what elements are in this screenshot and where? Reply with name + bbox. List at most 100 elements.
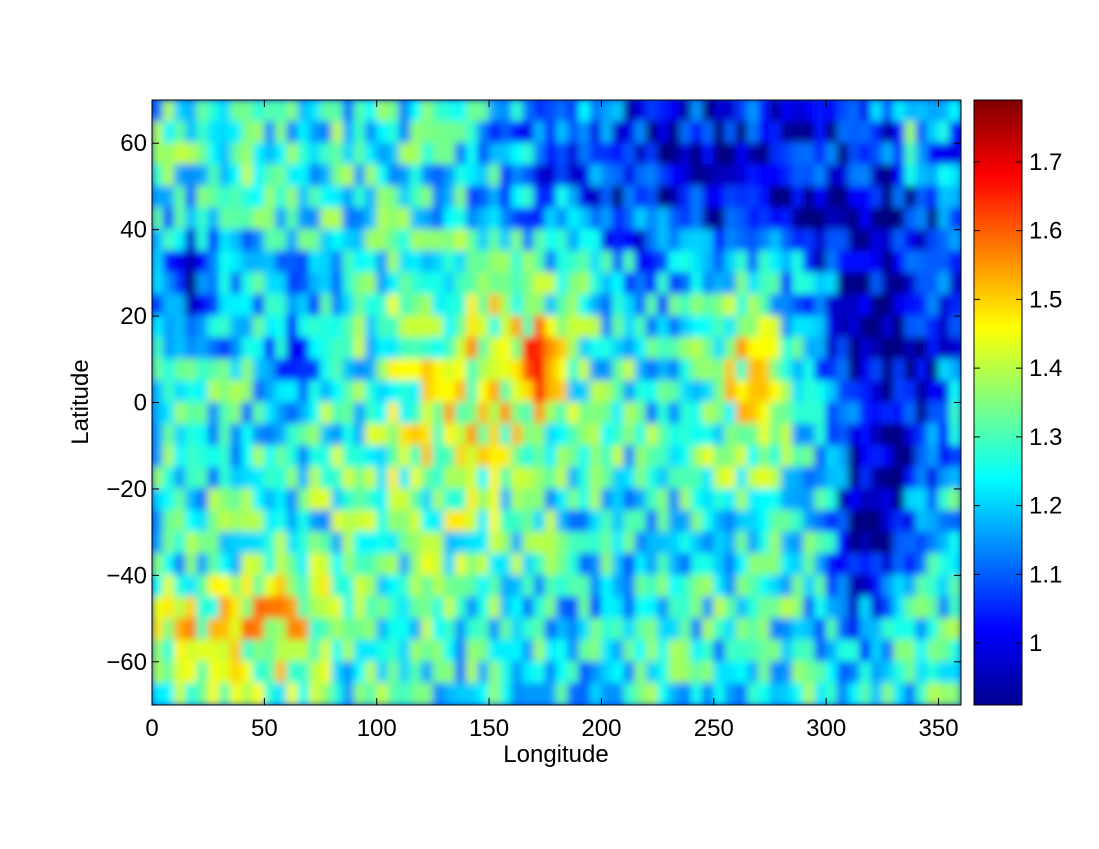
- heatmap-cell: [466, 272, 479, 295]
- heatmap-cell: [308, 661, 322, 684]
- heatmap-cell: [713, 380, 726, 403]
- heatmap-cell: [848, 380, 861, 403]
- heatmap-cell: [836, 574, 850, 598]
- heatmap-cell: [218, 380, 232, 403]
- heatmap-cell: [331, 661, 344, 684]
- heatmap-cell: [230, 402, 243, 425]
- colorbar-tick-label: 1: [1029, 630, 1042, 657]
- heatmap-cell: [825, 574, 838, 598]
- heatmap-cell: [499, 185, 513, 209]
- heatmap-cell: [432, 661, 445, 684]
- heatmap-cell: [353, 164, 366, 187]
- heatmap-cell: [398, 380, 411, 403]
- heatmap-cell: [331, 315, 344, 339]
- heatmap-cell: [387, 574, 400, 598]
- heatmap-cell: [364, 185, 378, 209]
- heatmap-cell: [488, 423, 501, 447]
- heatmap-cell: [533, 250, 546, 274]
- heatmap-cell: [904, 596, 917, 620]
- heatmap-cell: [589, 445, 602, 468]
- heatmap-cell: [263, 618, 277, 641]
- heatmap-cell: [600, 682, 614, 705]
- heatmap-cell: [308, 315, 322, 339]
- heatmap-cell: [263, 142, 277, 166]
- heatmap-cell: [578, 315, 591, 339]
- heatmap-cell: [578, 100, 591, 123]
- heatmap-cell: [690, 553, 704, 576]
- heatmap-cell: [747, 380, 760, 403]
- heatmap-cell: [780, 510, 793, 533]
- heatmap-cell: [320, 574, 333, 598]
- heatmap-cell: [185, 661, 198, 684]
- heatmap-cell: [353, 466, 366, 490]
- heatmap-cell: [297, 207, 310, 231]
- heatmap-cell: [320, 402, 333, 425]
- heatmap-cell: [544, 639, 557, 663]
- heatmap-cell: [938, 250, 951, 274]
- heatmap-cell: [668, 229, 681, 252]
- heatmap-cell: [533, 100, 546, 123]
- heatmap-cell: [567, 402, 580, 425]
- heatmap-cell: [432, 185, 445, 209]
- heatmap-cell: [398, 488, 411, 512]
- heatmap-cell: [578, 207, 591, 231]
- heatmap-cell: [724, 380, 737, 403]
- heatmap-cell: [657, 531, 670, 555]
- heatmap-cell: [162, 358, 175, 382]
- heatmap-cell: [454, 185, 468, 209]
- heatmap-cell: [443, 510, 456, 533]
- heatmap-cell: [207, 618, 220, 641]
- heatmap-cell: [735, 164, 749, 187]
- heatmap-cell: [544, 380, 557, 403]
- heatmap-cell: [533, 229, 546, 252]
- heatmap-cell: [387, 531, 400, 555]
- heatmap-cell: [791, 250, 805, 274]
- heatmap-cell: [263, 488, 277, 512]
- heatmap-cell: [780, 402, 793, 425]
- heatmap-cell: [769, 121, 782, 144]
- heatmap-cell: [859, 510, 872, 533]
- heatmap-cell: [623, 207, 636, 231]
- heatmap-cell: [544, 142, 557, 166]
- heatmap-cell: [881, 661, 895, 684]
- heatmap-cell: [645, 358, 659, 382]
- heatmap-cell: [196, 121, 209, 144]
- heatmap-cell: [162, 380, 175, 403]
- heatmap-cell: [443, 207, 456, 231]
- heatmap-cell: [556, 639, 569, 663]
- heatmap-cell: [758, 121, 771, 144]
- heatmap-cell: [702, 682, 715, 705]
- heatmap-cell: [589, 510, 602, 533]
- heatmap-cell: [432, 315, 445, 339]
- heatmap-cell: [556, 402, 569, 425]
- heatmap-cell: [702, 250, 715, 274]
- heatmap-cell: [634, 488, 647, 512]
- heatmap-cell: [331, 207, 344, 231]
- heatmap-cell: [713, 531, 726, 555]
- heatmap-cell: [533, 423, 546, 447]
- heatmap-cell: [432, 531, 445, 555]
- heatmap-cell: [949, 100, 961, 123]
- heatmap-cell: [286, 531, 299, 555]
- heatmap-cell: [949, 661, 961, 684]
- heatmap-cell: [218, 596, 232, 620]
- heatmap-cell: [567, 553, 580, 576]
- heatmap-cell: [904, 639, 917, 663]
- heatmap-cell: [713, 574, 726, 598]
- heatmap-cell: [578, 164, 591, 187]
- heatmap-cell: [769, 272, 782, 295]
- heatmap-cell: [780, 358, 793, 382]
- heatmap-cell: [230, 185, 243, 209]
- heatmap-cell: [488, 185, 501, 209]
- heatmap-cell: [926, 207, 940, 231]
- heatmap-cell: [600, 293, 614, 317]
- heatmap-cell: [780, 596, 793, 620]
- heatmap-cell: [376, 639, 389, 663]
- heatmap-cell: [870, 100, 883, 123]
- heatmap-cell: [825, 293, 838, 317]
- heatmap-cell: [398, 229, 411, 252]
- heatmap-cell: [735, 531, 749, 555]
- heatmap-cell: [275, 574, 288, 598]
- heatmap-cell: [702, 293, 715, 317]
- heatmap-cell: [848, 618, 861, 641]
